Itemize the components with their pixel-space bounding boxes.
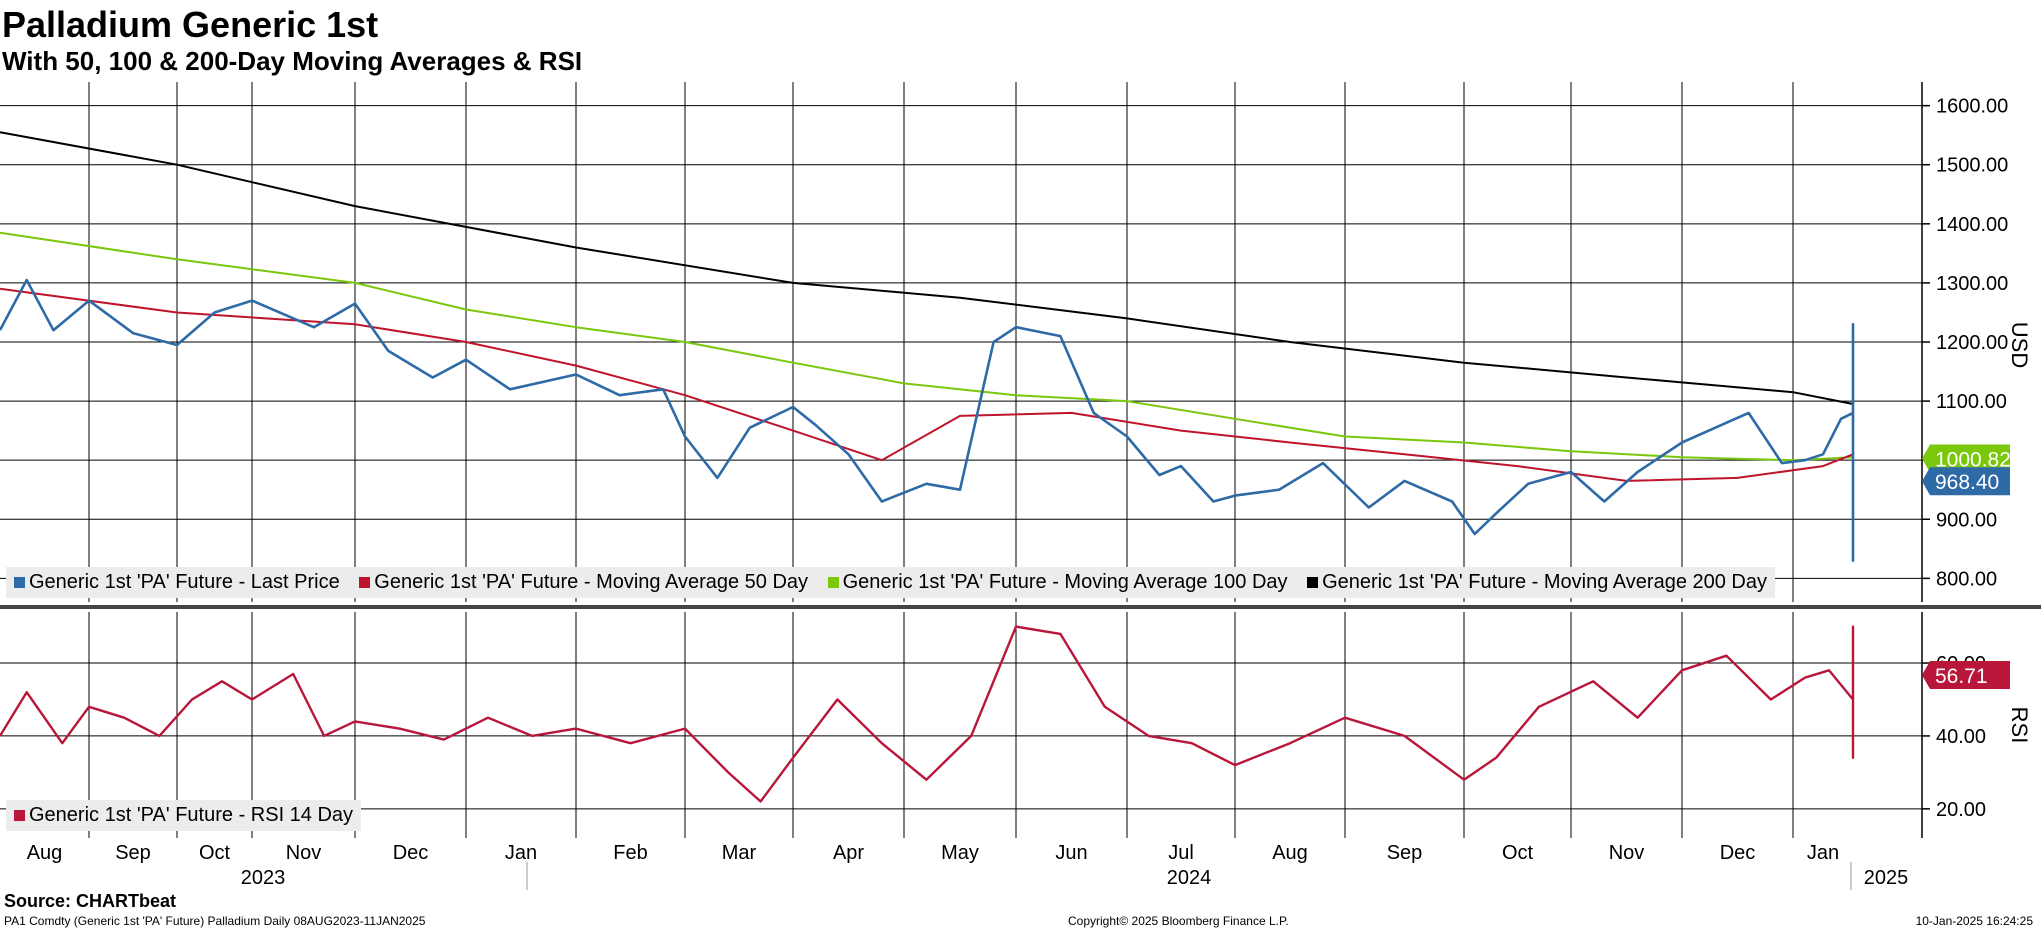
last-value-price-box bbox=[1922, 467, 2010, 496]
price-series-group bbox=[0, 131, 1855, 562]
x-tick-label-month: Jan bbox=[1807, 842, 1839, 864]
series-line-price bbox=[0, 278, 1855, 562]
legend-label-price: Generic 1st 'PA' Future - Last Price bbox=[29, 571, 340, 593]
price-tick-label: 1300.00 bbox=[1936, 273, 2008, 295]
timestamp: 10-Jan-2025 16:24:25 bbox=[1915, 914, 2033, 928]
last-value-ma100-box bbox=[1922, 444, 2010, 473]
legend-item-ma50: Generic 1st 'PA' Future - Moving Average… bbox=[359, 571, 808, 593]
legend-item-price: Generic 1st 'PA' Future - Last Price bbox=[14, 571, 340, 593]
legend-label-rsi: Generic 1st 'PA' Future - RSI 14 Day bbox=[29, 804, 354, 826]
price-panel-grid bbox=[0, 82, 1930, 602]
x-tick-label-year: 2024 bbox=[1167, 867, 1212, 889]
last-value-price-text: 968.40 bbox=[1935, 471, 1999, 494]
legend-item-rsi: Generic 1st 'PA' Future - RSI 14 Day bbox=[14, 804, 353, 826]
series-line-rsi bbox=[0, 625, 1855, 803]
x-tick-label-month: Aug bbox=[1272, 842, 1308, 864]
rsi-axis-title: RSI bbox=[2007, 707, 2032, 744]
price-tick-label: 1500.00 bbox=[1936, 155, 2008, 177]
x-tick-label-year: 2025 bbox=[1864, 867, 1909, 889]
legend-swatch-rsi bbox=[14, 810, 25, 822]
x-tick-label-month: Jun bbox=[1055, 842, 1087, 864]
chart-title: Palladium Generic 1st bbox=[2, 4, 379, 45]
x-tick-label-month: Oct bbox=[1502, 842, 1534, 864]
chart-subtitle: With 50, 100 & 200-Day Moving Averages &… bbox=[2, 46, 583, 76]
series-line-ma100 bbox=[0, 231, 1854, 503]
price-tick-label: 1600.00 bbox=[1936, 96, 2008, 118]
x-tick-label-month: Nov bbox=[286, 842, 322, 864]
price-tick-label: 1100.00 bbox=[1936, 391, 2007, 413]
legend-item-ma200: Generic 1st 'PA' Future - Moving Average… bbox=[1307, 571, 1767, 593]
price-tick-label: 1200.00 bbox=[1936, 332, 2008, 354]
x-tick-label-year: 2023 bbox=[241, 867, 286, 889]
legend-label-ma100: Generic 1st 'PA' Future - Moving Average… bbox=[842, 571, 1288, 593]
legend-swatch-price bbox=[14, 577, 25, 589]
price-tick-label: 1400.00 bbox=[1936, 214, 2008, 236]
x-tick-label-month: Feb bbox=[613, 842, 647, 864]
x-tick-label-month: Oct bbox=[199, 842, 231, 864]
rsi-series-group bbox=[0, 625, 1855, 803]
rsi-tick-label: 40.00 bbox=[1936, 726, 1986, 748]
legend-label-ma200: Generic 1st 'PA' Future - Moving Average… bbox=[1322, 571, 1767, 593]
source-note: Source: CHARTbeat bbox=[4, 891, 177, 911]
x-tick-label-month: Mar bbox=[722, 842, 757, 864]
legend-label-ma50: Generic 1st 'PA' Future - Moving Average… bbox=[374, 571, 809, 593]
x-tick-label-month: May bbox=[941, 842, 979, 864]
price-tick-label: 800.00 bbox=[1936, 568, 1997, 590]
x-tick-label-month: Dec bbox=[393, 842, 429, 864]
series-line-ma200 bbox=[0, 131, 1854, 488]
last-value-ma100-text: 1000.82 bbox=[1935, 449, 2011, 472]
x-tick-label-month: Jul bbox=[1168, 842, 1194, 864]
usd-axis-title: USD bbox=[2007, 322, 2032, 368]
rsi-legend: Generic 1st 'PA' Future - RSI 14 Day bbox=[6, 800, 362, 831]
x-tick-label-month: Sep bbox=[115, 842, 151, 864]
last-value-rsi-box bbox=[1922, 661, 2010, 690]
axes-labels: 800.00900.001000.001100.001200.001300.00… bbox=[27, 96, 2011, 890]
legend-swatch-ma100 bbox=[827, 577, 839, 589]
ticker-line: PA1 Comdty (Generic 1st 'PA' Future) Pal… bbox=[4, 914, 426, 928]
x-tick-label-month: Aug bbox=[27, 842, 63, 864]
x-tick-label-month: Sep bbox=[1387, 842, 1423, 864]
last-value-rsi-text: 56.71 bbox=[1935, 665, 1988, 688]
price-tick-label: 900.00 bbox=[1936, 509, 1997, 531]
copyright: Copyright© 2025 Bloomberg Finance L.P. bbox=[1068, 914, 1289, 928]
x-tick-label-month: Dec bbox=[1720, 842, 1756, 864]
rsi-tick-label: 20.00 bbox=[1936, 799, 1986, 821]
legend-swatch-ma200 bbox=[1307, 577, 1319, 589]
price-legend: Generic 1st 'PA' Future - Last Price Gen… bbox=[6, 567, 1775, 598]
x-tick-label-month: Nov bbox=[1609, 842, 1645, 864]
legend-item-ma100: Generic 1st 'PA' Future - Moving Average… bbox=[827, 571, 1288, 593]
x-tick-label-month: Jan bbox=[505, 842, 537, 864]
legend-swatch-ma50 bbox=[359, 577, 371, 589]
x-tick-label-month: Apr bbox=[833, 842, 864, 864]
